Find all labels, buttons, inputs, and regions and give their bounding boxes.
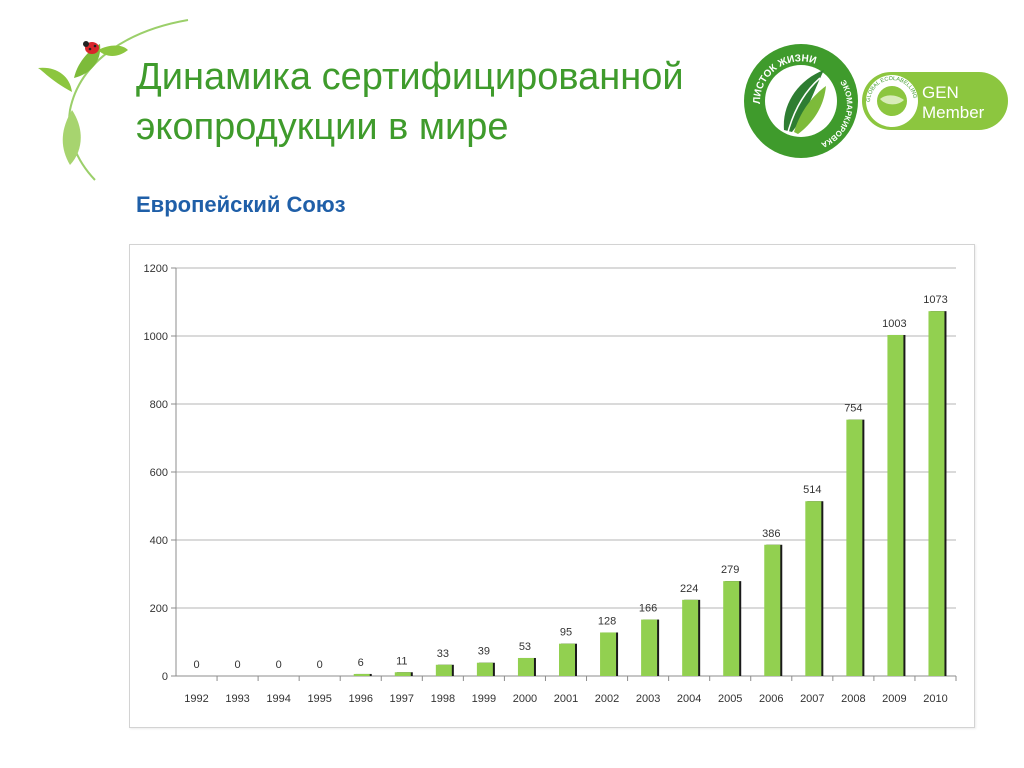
y-tick-label: 1000 — [144, 331, 168, 343]
bar — [476, 662, 493, 676]
ladybug-icon — [83, 41, 99, 54]
data-label: 279 — [721, 564, 739, 576]
data-label: 1073 — [923, 294, 947, 306]
x-tick-label: 2000 — [513, 693, 537, 705]
data-label: 514 — [803, 484, 821, 496]
x-tick-label: 2001 — [554, 693, 578, 705]
gen-label: GEN — [922, 83, 959, 102]
x-tick-label: 1993 — [225, 693, 249, 705]
x-tick-label: 1999 — [472, 693, 496, 705]
slide-title: Динамика сертифицированной экопродукции … — [136, 56, 684, 148]
bar — [846, 419, 863, 676]
x-tick-label: 1992 — [184, 693, 208, 705]
bar — [682, 599, 699, 676]
y-tick-label: 800 — [150, 399, 168, 411]
x-tick-label: 1994 — [266, 693, 290, 705]
x-tick-label: 1997 — [390, 693, 414, 705]
x-tick-label: 2003 — [636, 693, 660, 705]
x-tick-label: 2010 — [923, 693, 947, 705]
x-tick-label: 1995 — [307, 693, 331, 705]
listok-zhizni-logo: ЛИСТОК ЖИЗНИ ЭКОМАРКИРОВКА — [744, 44, 858, 158]
x-tick-label: 2007 — [800, 693, 824, 705]
bar-chart: 0 200 400 600 800 1000 1200 0 1992 0 1993 0 1994 0 199… — [144, 263, 957, 705]
bar — [517, 657, 534, 676]
region-subtitle: Европейский Союз — [136, 192, 346, 217]
bar — [353, 673, 370, 676]
data-label: 6 — [358, 657, 364, 669]
data-label: 166 — [639, 603, 657, 615]
x-tick-label: 2006 — [759, 693, 783, 705]
x-tick-label: 2009 — [882, 693, 906, 705]
data-label: 386 — [762, 528, 780, 540]
data-label: 33 — [437, 648, 449, 660]
data-label: 0 — [317, 659, 323, 671]
data-label: 0 — [193, 659, 199, 671]
x-tick-label: 2005 — [718, 693, 742, 705]
y-tick-label: 400 — [150, 535, 168, 547]
leaf-icon — [783, 70, 826, 134]
data-label: 128 — [598, 615, 616, 627]
data-label: 754 — [844, 403, 862, 415]
gen-member-badge: GLOBAL ECOLABELLING NETWORK GEN Member — [862, 72, 1008, 130]
y-tick-label: 200 — [150, 603, 168, 615]
data-label: 1003 — [882, 318, 906, 330]
data-label: 53 — [519, 641, 531, 653]
member-label: Member — [922, 103, 985, 122]
bar — [394, 672, 411, 676]
bar — [600, 632, 617, 676]
bar — [928, 311, 945, 676]
data-label: 39 — [478, 646, 490, 658]
data-label: 0 — [235, 659, 241, 671]
x-tick-label: 1998 — [431, 693, 455, 705]
x-tick-label: 2004 — [677, 693, 701, 705]
bar — [559, 643, 575, 676]
bar — [723, 581, 740, 676]
bar — [641, 619, 658, 676]
x-tick-label: 2008 — [841, 693, 865, 705]
bar — [764, 544, 781, 676]
x-tick-label: 1996 — [348, 693, 372, 705]
bar — [435, 664, 452, 676]
chart-frame: 0 200 400 600 800 1000 1200 0 1992 0 1993 0 1994 0 199… — [129, 244, 975, 728]
x-tick-label: 2002 — [595, 693, 619, 705]
y-tick-label: 600 — [150, 467, 168, 479]
y-tick-label: 0 — [162, 671, 168, 683]
leaf-sprig-decoration — [38, 19, 189, 181]
data-label: 224 — [680, 583, 698, 595]
y-tick-label: 1200 — [144, 263, 168, 275]
bar — [887, 334, 904, 676]
data-label: 0 — [276, 659, 282, 671]
data-label: 95 — [560, 627, 572, 639]
bar — [805, 501, 822, 676]
data-label: 11 — [396, 655, 407, 667]
